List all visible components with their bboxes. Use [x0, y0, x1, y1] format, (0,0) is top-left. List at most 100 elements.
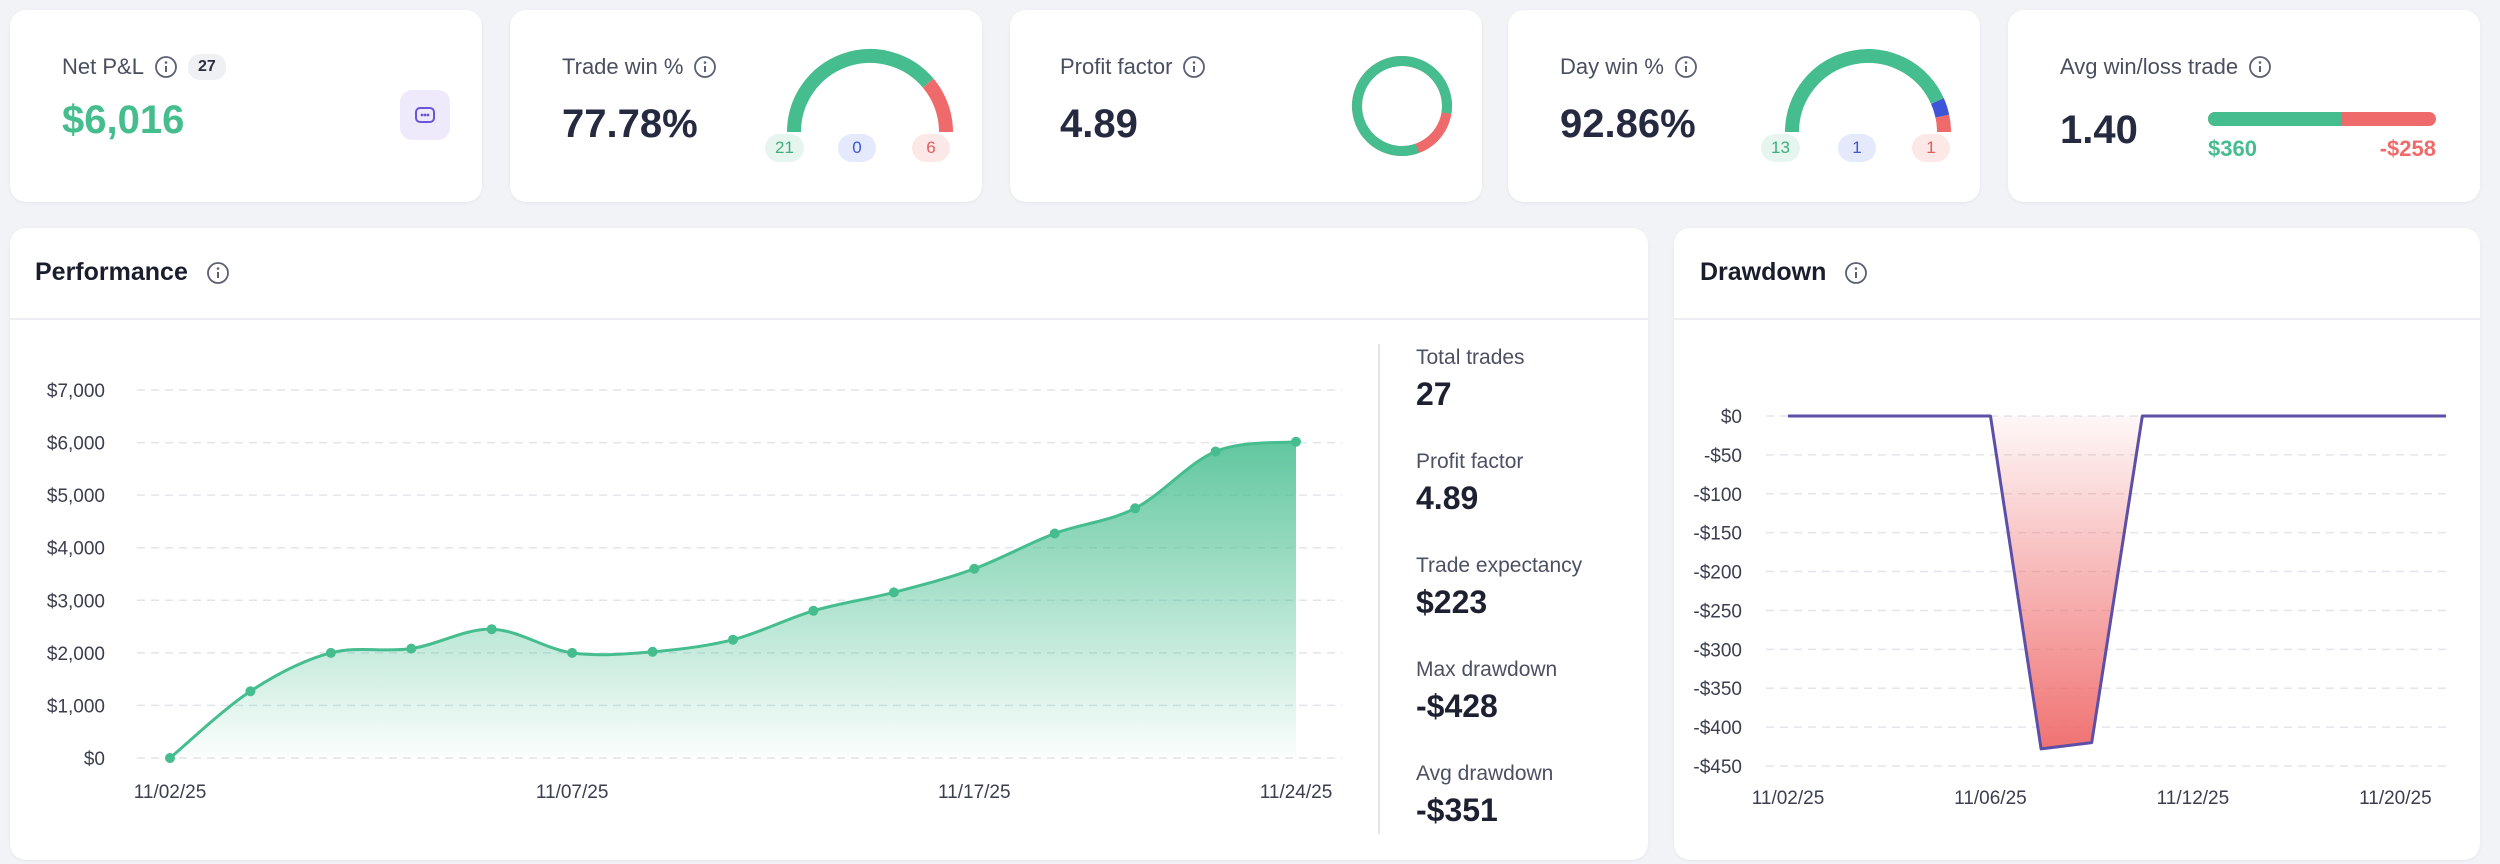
y-tick-label: $1,000 — [47, 696, 105, 717]
profit-factor-ring-win — [1352, 56, 1452, 156]
trade-win-wins-pill: 21 — [765, 134, 804, 162]
y-tick-label: -$200 — [1693, 563, 1742, 584]
details-icon — [415, 107, 435, 123]
data-point[interactable] — [1049, 528, 1060, 539]
net-pnl-value: $6,016 — [62, 98, 185, 142]
data-point[interactable] — [325, 647, 336, 658]
profit-factor-label-row: Profit factor — [1060, 54, 1206, 80]
stat-trade-expectancy: Trade expectancy $223 — [1416, 554, 1583, 620]
y-tick-label: $0 — [84, 749, 105, 770]
data-point[interactable] — [1210, 446, 1221, 457]
avg-loss-amount: -$258 — [2379, 136, 2436, 161]
info-icon[interactable] — [2248, 55, 2272, 79]
data-point[interactable] — [969, 563, 980, 574]
trade-win-even-pill: 0 — [838, 134, 876, 162]
info-icon[interactable] — [1674, 55, 1698, 79]
info-icon[interactable] — [206, 261, 230, 285]
info-icon[interactable] — [1844, 261, 1868, 285]
performance-chart: $7,000 $6,000 $5,000 $4,000 $3,000 $2,000 $1,0… — [47, 381, 1342, 803]
data-point[interactable] — [567, 647, 578, 658]
y-tick-label: -$400 — [1693, 718, 1742, 739]
drawdown-title: Drawdown — [1700, 258, 1827, 286]
x-tick-label: 11/07/25 — [536, 782, 609, 803]
data-point[interactable] — [728, 634, 738, 645]
y-tick-label: -$150 — [1693, 524, 1742, 545]
trade-win-losses-pill: 6 — [912, 134, 950, 162]
info-icon[interactable] — [693, 55, 717, 79]
day-win-gauge — [1785, 49, 1951, 133]
drawdown-header-divider — [1674, 318, 2480, 320]
data-point[interactable] — [406, 643, 417, 654]
x-tick-label: 11/02/25 — [134, 782, 207, 803]
data-point[interactable] — [808, 605, 819, 616]
day-win-label-row: Day win % — [1560, 54, 1698, 80]
avg-win-loss-label-row: Avg win/loss trade — [2060, 54, 2272, 80]
stats-divider — [1378, 344, 1380, 834]
stat-max-drawdown: Max drawdown -$428 — [1416, 658, 1558, 724]
y-tick-label: -$450 — [1693, 757, 1742, 778]
trade-win-gauge-win-arc — [787, 49, 934, 133]
y-tick-label: -$50 — [1704, 446, 1742, 467]
data-point[interactable] — [165, 753, 175, 763]
y-tick-label: -$350 — [1693, 679, 1742, 700]
profit-factor-ring — [1352, 56, 1452, 156]
net-pnl-label: Net P&L — [62, 54, 144, 79]
drawdown-title-row: Drawdown — [1700, 258, 1868, 287]
info-icon[interactable] — [154, 55, 178, 79]
avg-win-loss-card: Avg win/loss trade 1.40 $360 -$258 — [2008, 10, 2480, 202]
day-win-card: Day win % 92.86% 13 1 1 — [1508, 10, 1980, 202]
performance-title-row: Performance — [35, 258, 230, 287]
performance-title: Performance — [35, 258, 188, 286]
performance-area — [170, 441, 1296, 758]
x-tick-label: 11/06/25 — [1954, 788, 2027, 809]
trade-win-value: 77.78% — [562, 102, 698, 146]
day-win-gauge-win-arc — [1785, 49, 1944, 133]
y-tick-label: -$100 — [1693, 485, 1742, 506]
avg-win-loss-bar — [2208, 112, 2436, 126]
trade-win-label: Trade win % — [562, 54, 684, 79]
data-point[interactable] — [1291, 436, 1301, 447]
day-win-wins-pill: 13 — [1761, 134, 1800, 162]
day-win-value: 92.86% — [1560, 102, 1696, 146]
trade-win-gauge — [787, 49, 953, 133]
y-tick-label: $4,000 — [47, 539, 105, 560]
day-win-losses-pill: 1 — [1912, 134, 1950, 162]
avg-win-loss-value: 1.40 — [2060, 108, 2138, 152]
day-win-even-pill: 1 — [1838, 134, 1876, 162]
data-point[interactable] — [245, 686, 256, 697]
y-tick-label: -$250 — [1693, 601, 1742, 622]
performance-panel: Performance $7,000 $6,000 $5,000 $4,000 $3,0… — [10, 228, 1648, 860]
profit-factor-label: Profit factor — [1060, 54, 1173, 79]
net-pnl-label-row: Net P&L 27 — [62, 54, 226, 80]
x-tick-label: 11/02/25 — [1752, 788, 1825, 809]
avg-win-loss-label: Avg win/loss trade — [2060, 54, 2239, 79]
net-pnl-detail-button[interactable] — [400, 90, 450, 140]
data-point[interactable] — [1130, 503, 1141, 514]
data-point[interactable] — [486, 624, 497, 635]
y-tick-label: $6,000 — [47, 434, 105, 455]
avg-win-amount: $360 — [2208, 136, 2257, 161]
trade-count-badge: 27 — [187, 54, 226, 80]
trade-win-gauge-loss-arc — [922, 78, 953, 133]
performance-header-divider — [10, 318, 1648, 320]
x-tick-label: 11/20/25 — [2359, 788, 2432, 809]
data-point[interactable] — [647, 646, 658, 657]
drawdown-chart: $0 -$50 -$100 -$150 -$200 -$250 -$300 -$350 -$40… — [1693, 407, 2448, 809]
y-tick-label: $0 — [1721, 407, 1742, 428]
drawdown-area — [1788, 416, 2446, 749]
data-point[interactable] — [888, 587, 899, 598]
stat-profit-factor: Profit factor 4.89 — [1416, 450, 1524, 516]
net-pnl-card: Net P&L 27 $6,016 — [10, 10, 482, 202]
day-win-gauge-even-arc — [1930, 98, 1950, 118]
profit-factor-card: Profit factor 4.89 — [1010, 10, 1482, 202]
y-tick-label: $5,000 — [47, 486, 105, 507]
info-icon[interactable] — [1182, 55, 1206, 79]
x-tick-label: 11/17/25 — [938, 782, 1011, 803]
trade-win-label-row: Trade win % — [562, 54, 717, 80]
day-win-label: Day win % — [1560, 54, 1664, 79]
stat-total-trades: Total trades 27 — [1416, 346, 1525, 412]
day-win-gauge-loss-arc — [1935, 114, 1951, 133]
drawdown-panel: Drawdown $0 -$50 -$100 -$150 -$200 -$250 -$300… — [1674, 228, 2480, 860]
x-tick-label: 11/24/25 — [1260, 782, 1333, 803]
avg-win-bar-fill — [2208, 112, 2341, 126]
